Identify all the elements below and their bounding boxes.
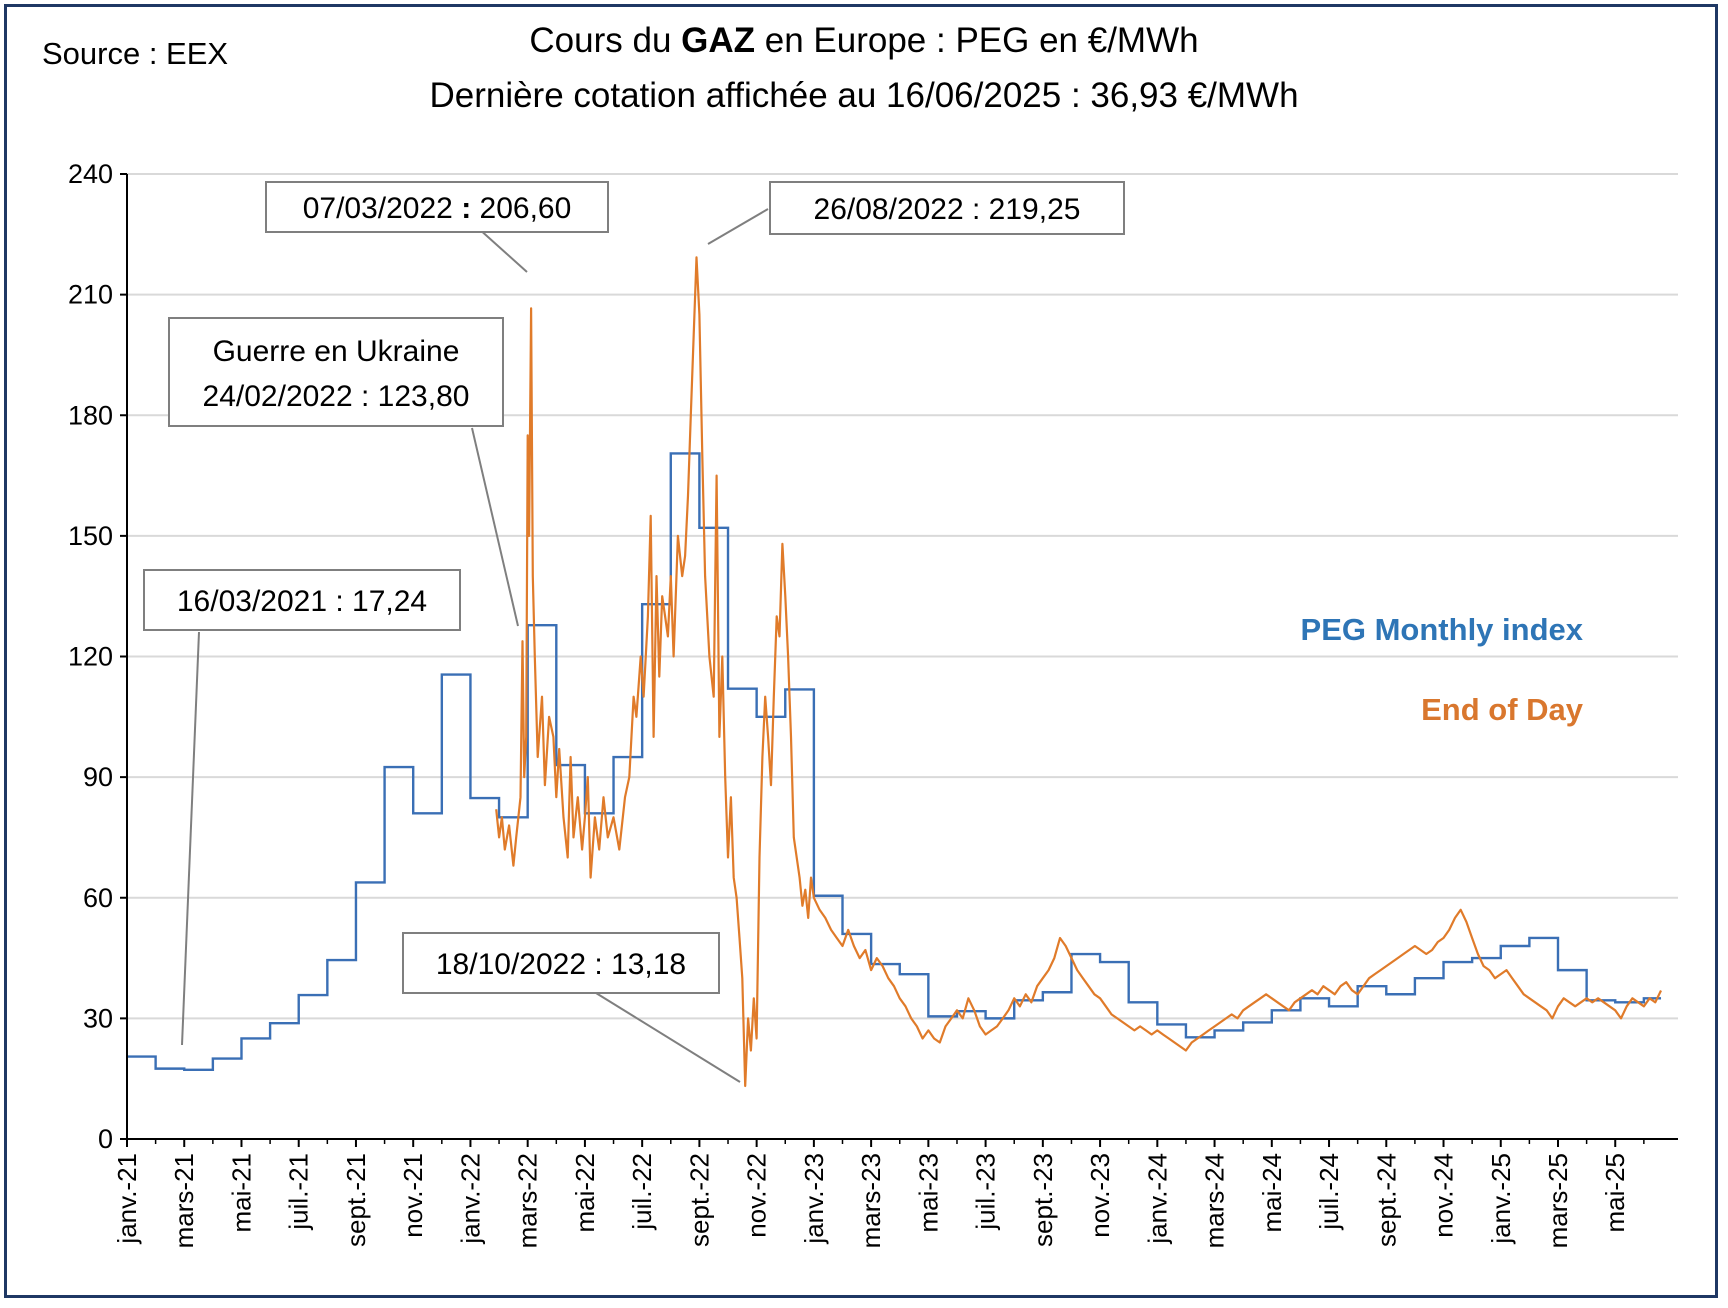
annotation-guerre-line1: Guerre en Ukraine bbox=[213, 335, 460, 368]
annotation-oct2022-text: 18/10/2022 : 13,18 bbox=[436, 948, 686, 981]
x-tick-label: nov.-24 bbox=[1429, 1153, 1459, 1238]
x-tick-label: juil.-22 bbox=[627, 1153, 657, 1231]
annotation-oct2022: 18/10/2022 : 13,18 bbox=[402, 932, 720, 994]
annotation-mar2022-value: 206,60 bbox=[480, 192, 572, 225]
y-axis-ticks: 0 30 60 90 120 150 180 210 240 bbox=[68, 159, 127, 1154]
y-tick-label: 30 bbox=[83, 1003, 113, 1033]
gridlines bbox=[127, 173, 1678, 1020]
annotation-guerre-line2: 24/02/2022 : 123,80 bbox=[203, 380, 470, 413]
annotation-box bbox=[143, 569, 461, 631]
y-tick-label: 210 bbox=[68, 280, 113, 310]
x-tick-label: mai-22 bbox=[570, 1153, 600, 1232]
x-tick-label: nov.-22 bbox=[742, 1153, 772, 1238]
x-tick-label: juil.-24 bbox=[1314, 1153, 1344, 1231]
annotation-box bbox=[769, 181, 1125, 235]
x-tick-label: mars-22 bbox=[513, 1153, 543, 1248]
x-tick-label: mai-21 bbox=[226, 1153, 256, 1232]
x-tick-label: nov.-23 bbox=[1085, 1153, 1115, 1238]
source-label: Source : EEX bbox=[42, 36, 228, 71]
annotation-aug2022-text: 26/08/2022 : 219,25 bbox=[814, 193, 1081, 226]
x-tick-label: juil.-21 bbox=[284, 1153, 314, 1231]
leader-mar2021 bbox=[181, 631, 200, 1046]
x-tick-label: nov.-21 bbox=[398, 1153, 428, 1238]
y-tick-label: 60 bbox=[83, 883, 113, 913]
annotation-box bbox=[265, 181, 609, 233]
x-tick-label: mai-24 bbox=[1257, 1153, 1287, 1232]
x-tick-label: sept.-21 bbox=[341, 1153, 371, 1247]
leader-oct2022 bbox=[595, 992, 741, 1083]
annotation-mar2022-text: 07/03/2022 : 206,60 bbox=[303, 192, 572, 225]
annotation-aug2022: 26/08/2022 : 219,25 bbox=[769, 181, 1125, 235]
x-tick-label: juil.-23 bbox=[971, 1153, 1001, 1231]
x-tick-label: janv.-25 bbox=[1486, 1153, 1516, 1245]
y-tick-label: 90 bbox=[83, 762, 113, 792]
x-tick-label: mars-21 bbox=[169, 1153, 199, 1248]
x-tick-label: janv.-24 bbox=[1142, 1153, 1172, 1245]
x-tick-label: mai-23 bbox=[913, 1153, 943, 1232]
x-tick-label: janv.-23 bbox=[799, 1153, 829, 1245]
x-tick-label: mars-24 bbox=[1200, 1153, 1230, 1248]
chart-title-line2: Dernière cotation affichée au 16/06/2025… bbox=[429, 76, 1298, 115]
annotation-mar2022-sep: : bbox=[453, 192, 480, 225]
title-bold: GAZ bbox=[681, 21, 755, 60]
annotation-box bbox=[402, 932, 720, 994]
x-tick-label: mai-25 bbox=[1600, 1153, 1630, 1232]
annotation-leaders bbox=[181, 208, 769, 1083]
x-tick-label: sept.-24 bbox=[1371, 1153, 1401, 1247]
x-tick-label: mars-23 bbox=[856, 1153, 886, 1248]
y-tick-label: 150 bbox=[68, 521, 113, 551]
leader-aug2022 bbox=[707, 208, 769, 245]
y-tick-label: 240 bbox=[68, 159, 113, 189]
leader-mar2022 bbox=[477, 227, 528, 273]
legend-end-of-day: End of Day bbox=[1421, 692, 1584, 727]
chart-title-line1: Cours du GAZ en Europe : PEG en €/MWh bbox=[529, 21, 1198, 60]
x-tick-label: mars-25 bbox=[1543, 1153, 1573, 1248]
y-tick-label: 0 bbox=[98, 1124, 113, 1154]
title-suffix: en Europe : PEG en €/MWh bbox=[755, 21, 1199, 60]
series-peg-monthly-index bbox=[127, 452, 1662, 1072]
annotation-mar2021: 16/03/2021 : 17,24 bbox=[143, 569, 461, 631]
annotation-mar2021-text: 16/03/2021 : 17,24 bbox=[177, 585, 427, 618]
legend-peg-monthly-index: PEG Monthly index bbox=[1301, 612, 1584, 647]
leader-guerre bbox=[471, 427, 519, 627]
x-tick-label: sept.-23 bbox=[1028, 1153, 1058, 1247]
annotation-box bbox=[168, 317, 504, 427]
annotation-mar2022: 07/03/2022 : 206,60 bbox=[265, 181, 609, 233]
x-tick-label: janv.-22 bbox=[455, 1153, 485, 1245]
x-tick-label: sept.-22 bbox=[684, 1153, 714, 1247]
title-prefix: Cours du bbox=[529, 21, 681, 60]
y-tick-label: 120 bbox=[68, 642, 113, 672]
annotation-guerre: Guerre en Ukraine 24/02/2022 : 123,80 bbox=[168, 317, 504, 427]
x-axis-ticks: janv.-21 mars-21 mai-21 juil.-21 sept.-21 nov… bbox=[112, 1139, 1645, 1248]
x-tick-label: janv.-21 bbox=[112, 1153, 142, 1245]
annotation-mar2022-date: 07/03/2022 bbox=[303, 192, 453, 225]
series-end-of-day bbox=[495, 256, 1662, 1088]
y-tick-label: 180 bbox=[68, 400, 113, 430]
